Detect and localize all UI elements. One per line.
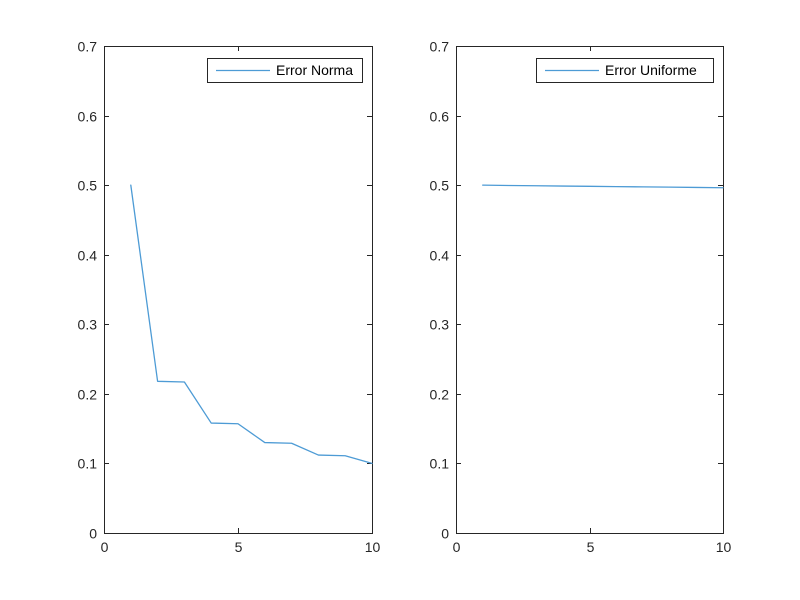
y-tick-label: 0.3 xyxy=(78,317,98,333)
y-tick-label: 0.6 xyxy=(78,109,98,125)
x-tick-label: 5 xyxy=(235,539,243,555)
data-line xyxy=(130,184,373,465)
y-tick-label: 0 xyxy=(441,526,449,542)
legend-label: Error Uniforme xyxy=(605,62,697,78)
y-tick-label: 0.3 xyxy=(430,317,450,333)
x-tick-label: 10 xyxy=(716,539,732,555)
x-tick-label: 0 xyxy=(453,539,461,555)
x-tick-label: 5 xyxy=(587,539,595,555)
y-tick-label: 0.1 xyxy=(430,456,450,472)
y-tick-label: 0 xyxy=(89,526,97,542)
y-tick-label: 0.7 xyxy=(78,39,98,55)
data-line xyxy=(482,184,724,189)
y-tick-label: 0.5 xyxy=(430,178,450,194)
y-tick-label: 0.2 xyxy=(78,387,98,403)
plot-frame xyxy=(456,46,724,534)
y-tick-label: 0.4 xyxy=(430,248,450,264)
y-tick-label: 0.6 xyxy=(430,109,450,125)
y-tick-label: 0.4 xyxy=(78,248,98,264)
y-tick-label: 0.5 xyxy=(78,178,98,194)
y-tick-label: 0.7 xyxy=(430,39,450,55)
subplot-left: 0 5 10 0 0.1 0.2 0.3 0.4 0.5 0.6 0.7 Error Norma xyxy=(78,39,381,556)
x-tick-label: 0 xyxy=(101,539,109,555)
subplot-right: 0 5 10 0 0.1 0.2 0.3 0.4 0.5 0.6 0.7 Error Uniforme xyxy=(430,39,732,556)
legend: Error Uniforme xyxy=(536,58,714,83)
legend: Error Norma xyxy=(207,58,363,83)
legend-label: Error Norma xyxy=(276,62,353,78)
x-tick-label: 10 xyxy=(365,539,381,555)
y-tick-label: 0.1 xyxy=(78,456,98,472)
y-tick-label: 0.2 xyxy=(430,387,450,403)
